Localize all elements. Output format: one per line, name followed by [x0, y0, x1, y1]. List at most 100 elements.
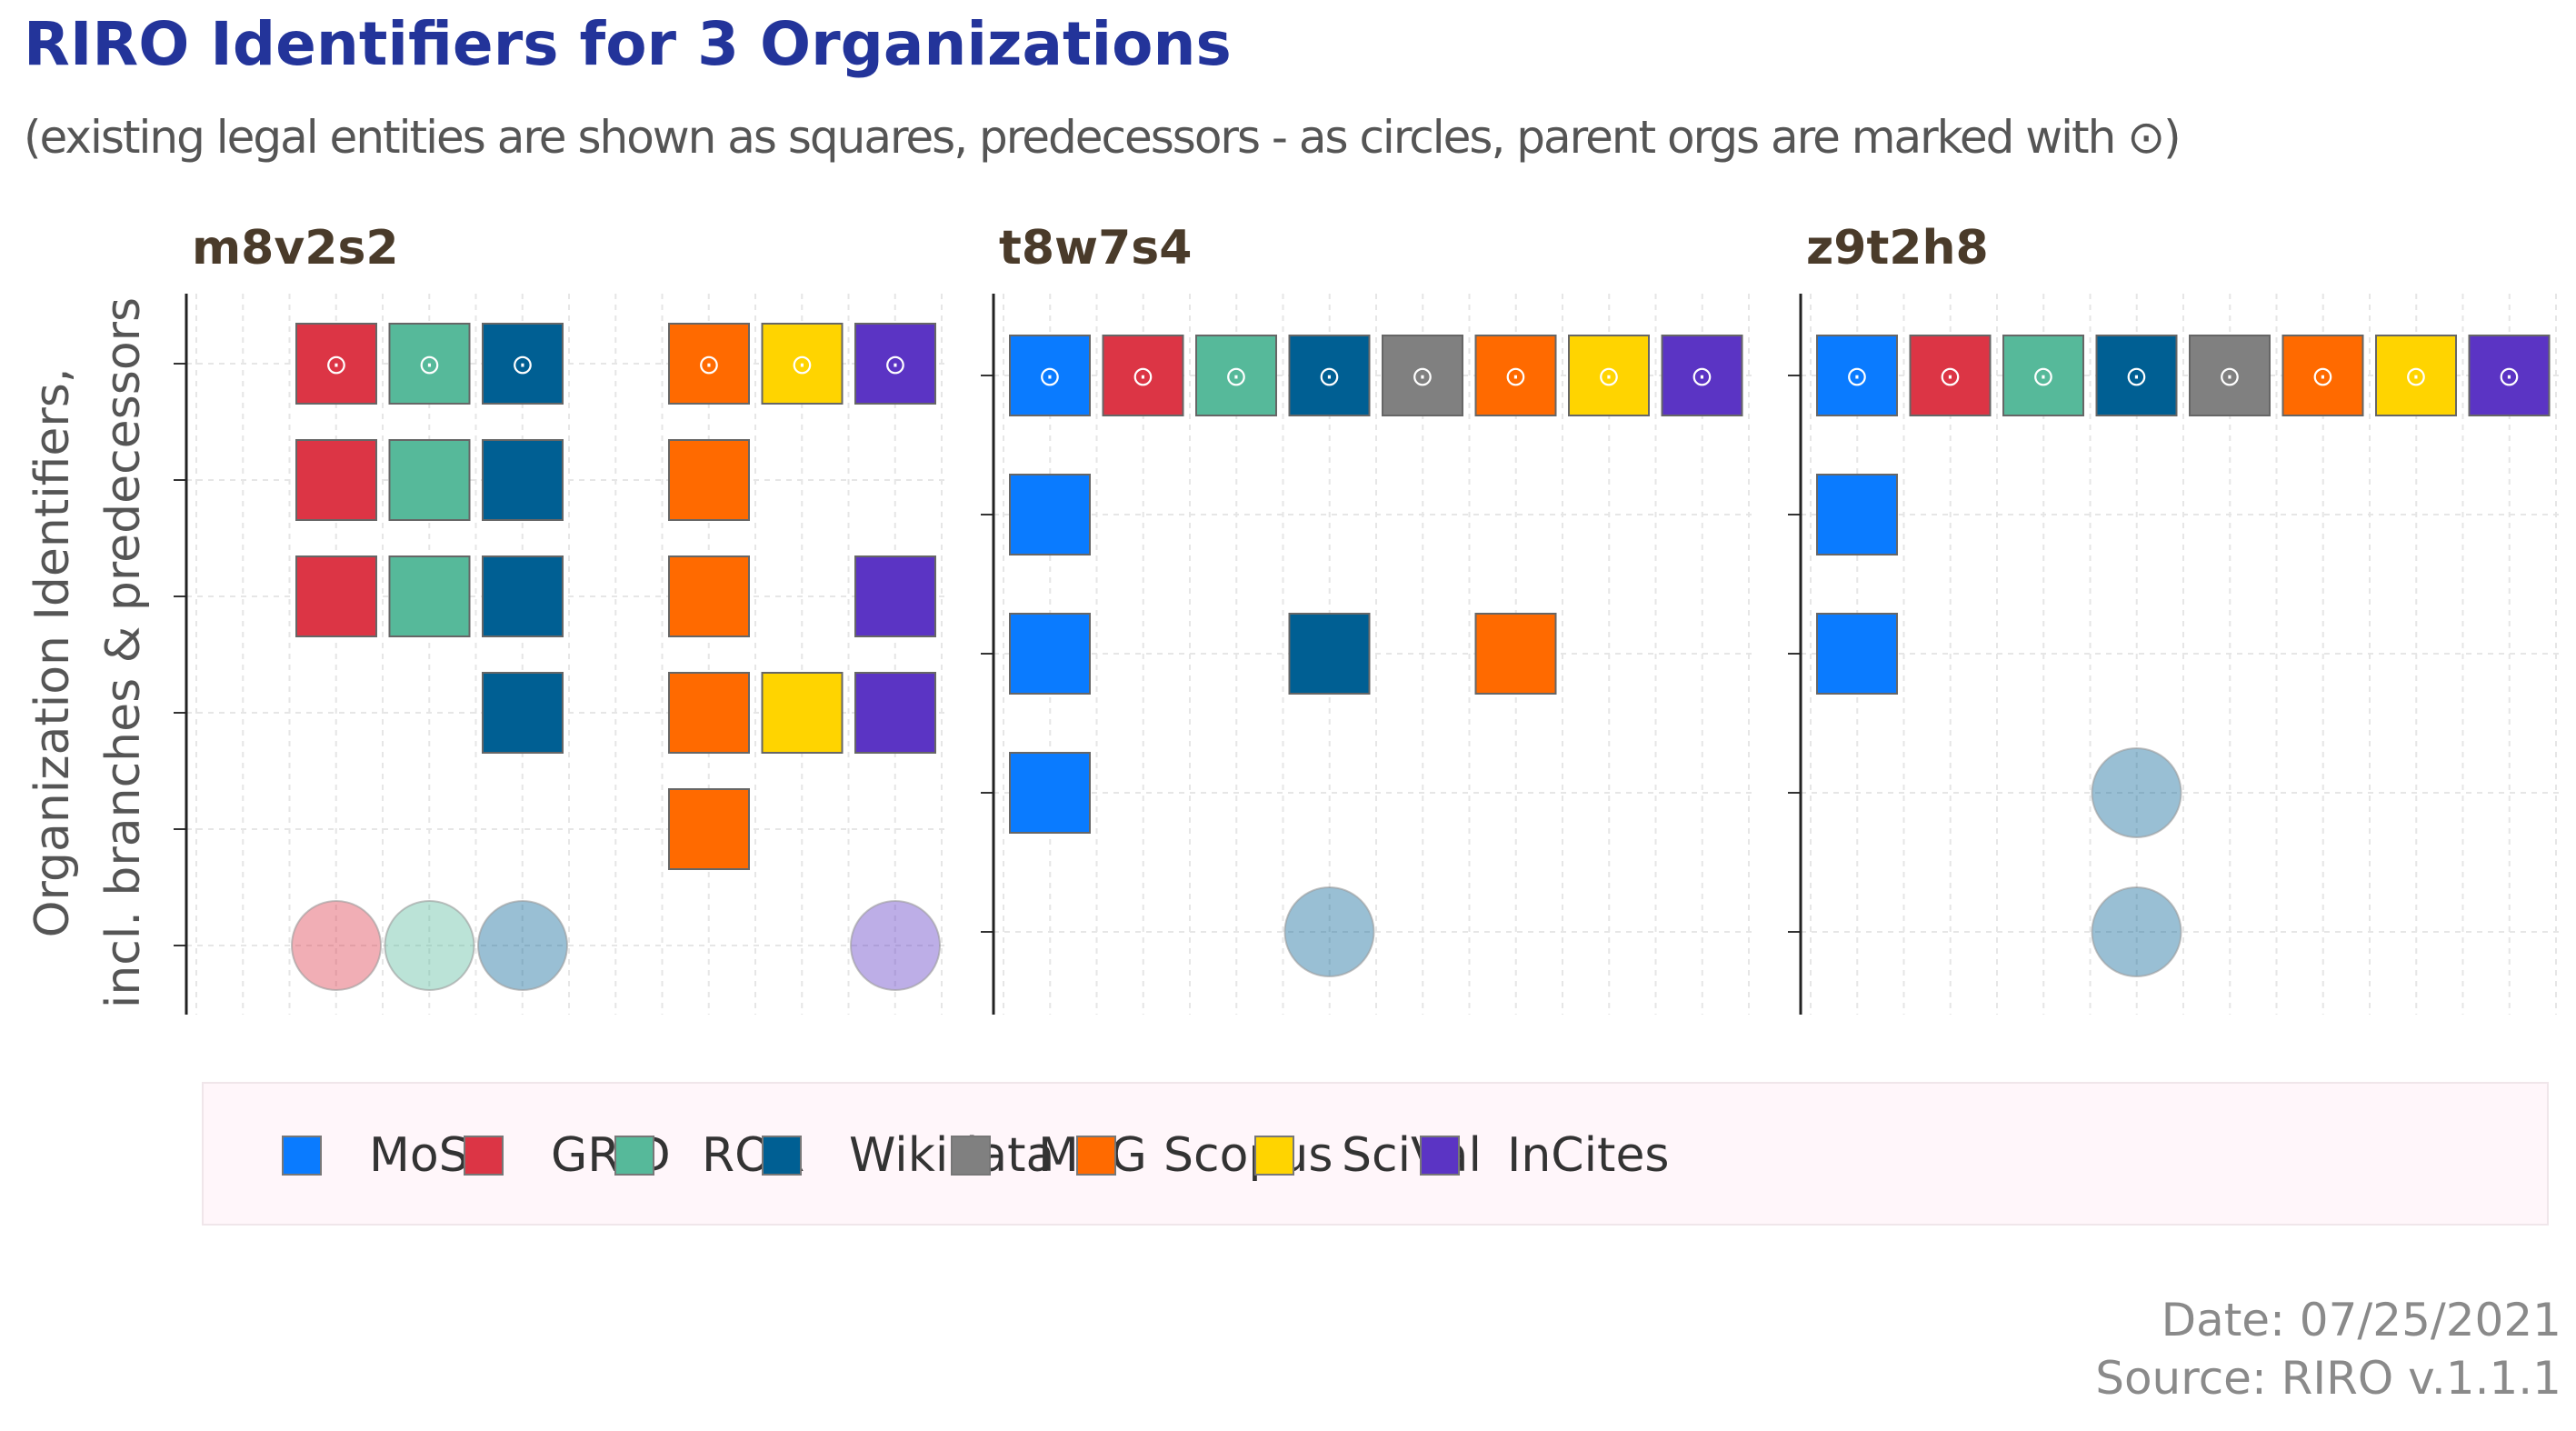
marker-circle-ror — [384, 900, 475, 991]
marker-square-scival — [2375, 335, 2457, 416]
parent-marker: ⊙ — [1224, 361, 1247, 393]
marker-square-wikidata — [482, 439, 564, 521]
legend: MoSGRIDRORWikidataMAGScopusSciValInCites — [202, 1082, 2549, 1226]
marker-square-mos — [1009, 613, 1091, 695]
parent-marker: ⊙ — [1691, 361, 1713, 393]
marker-square-incites — [854, 555, 936, 637]
marker-square-ror — [388, 439, 471, 521]
legend-swatch — [1076, 1136, 1116, 1176]
parent-marker: ⊙ — [1845, 361, 1868, 393]
marker-square-ror — [388, 555, 471, 637]
marker-square-wikidata — [482, 555, 564, 637]
panel-title: m8v2s2 — [192, 221, 399, 275]
marker-square-scopus — [1474, 335, 1557, 416]
legend-swatch — [464, 1136, 504, 1176]
parent-marker: ⊙ — [511, 349, 534, 381]
panel-z9t2h8: z9t2h8 ⊙ ⊙ ⊙ ⊙ ⊙ ⊙ ⊙ ⊙ — [1788, 221, 2564, 1015]
marker-circle-incites — [850, 900, 941, 991]
parent-marker: ⊙ — [2032, 361, 2054, 393]
panel-m8v2s2: m8v2s2 ⊙ ⊙ ⊙ ⊙ ⊙ ⊙ — [174, 221, 950, 1015]
marker-square-incites — [854, 323, 936, 405]
marker-square-scival — [761, 323, 844, 405]
marker-square-scival — [1568, 335, 1650, 416]
marker-square-mag — [1382, 335, 1463, 416]
marker-square-grid — [295, 555, 377, 637]
legend-label: Scopus — [1163, 1128, 1333, 1183]
marker-square-scopus — [668, 555, 750, 637]
marker-circle-wikidata — [2091, 886, 2182, 977]
chart-title: RIRO Identifiers for 3 Organizations — [24, 9, 1232, 79]
parent-marker: ⊙ — [2311, 361, 2334, 393]
marker-square-incites — [2468, 335, 2551, 416]
parent-marker: ⊙ — [791, 349, 814, 381]
marker-square-incites — [854, 672, 936, 754]
grid-lines — [186, 294, 950, 1015]
marker-square-incites — [1661, 335, 1743, 416]
marker-square-mos — [1816, 613, 1898, 695]
marker-square-scopus — [668, 439, 750, 521]
marker-square-wikidata — [2095, 335, 2178, 416]
parent-marker: ⊙ — [1132, 361, 1154, 393]
parent-marker: ⊙ — [1504, 361, 1527, 393]
parent-marker: ⊙ — [2218, 361, 2241, 393]
legend-swatch — [614, 1136, 654, 1176]
marker-square-scopus — [668, 788, 750, 870]
legend-item-mos: MoS — [282, 1084, 469, 1227]
parent-marker: ⊙ — [1939, 361, 1962, 393]
legend-swatch — [1420, 1136, 1460, 1176]
marker-square-grid — [1102, 335, 1184, 416]
marker-square-ror — [1195, 335, 1277, 416]
marker-square-grid — [1909, 335, 1992, 416]
marker-circle-wikidata — [1283, 886, 1375, 977]
marker-square-mag — [2189, 335, 2271, 416]
legend-swatch — [282, 1136, 322, 1176]
panel-title: t8w7s4 — [999, 221, 1192, 275]
marker-square-mos — [1009, 474, 1091, 555]
marker-square-grid — [295, 439, 377, 521]
marker-square-wikidata — [482, 323, 564, 405]
marker-square-mos — [1009, 752, 1091, 834]
marker-square-scopus — [1474, 613, 1557, 695]
parent-marker: ⊙ — [2498, 361, 2521, 393]
parent-marker: ⊙ — [884, 349, 906, 381]
marker-square-mos — [1009, 335, 1091, 416]
parent-marker: ⊙ — [324, 349, 347, 381]
panel-title: z9t2h8 — [1806, 221, 1989, 275]
legend-swatch — [762, 1136, 802, 1176]
legend-label: InCites — [1507, 1128, 1670, 1183]
parent-marker: ⊙ — [1038, 361, 1061, 393]
parent-marker: ⊙ — [1597, 361, 1620, 393]
legend-item-incites: InCites — [1420, 1084, 1670, 1227]
marker-square-wikidata — [1288, 613, 1371, 695]
parent-marker: ⊙ — [1411, 361, 1433, 393]
marker-square-scopus — [668, 323, 750, 405]
caption-date: Date: 07/25/2021 — [2161, 1294, 2561, 1346]
marker-square-mos — [1816, 474, 1898, 555]
marker-square-mos — [1816, 335, 1898, 416]
marker-square-grid — [295, 323, 377, 405]
parent-marker: ⊙ — [1318, 361, 1341, 393]
legend-swatch — [951, 1136, 991, 1176]
chart-subtitle: (existing legal entities are shown as sq… — [24, 111, 2182, 164]
marker-square-ror — [2002, 335, 2084, 416]
marker-circle-wikidata — [477, 900, 568, 991]
caption-source: Source: RIRO v.1.1.1 — [2095, 1352, 2561, 1405]
facet-plot-area: m8v2s2 ⊙ ⊙ ⊙ ⊙ ⊙ ⊙ t8w7s4 ⊙ ⊙ ⊙ ⊙ ⊙ ⊙ ⊙ ⊙ z9t2h8 ⊙ ⊙ ⊙ ⊙ ⊙ ⊙ ⊙ ⊙ — [174, 221, 2564, 1015]
marker-circle-grid — [291, 900, 382, 991]
marker-square-scopus — [668, 672, 750, 754]
marker-square-wikidata — [1288, 335, 1371, 416]
marker-square-ror — [388, 323, 471, 405]
parent-marker: ⊙ — [2125, 361, 2148, 393]
parent-marker: ⊙ — [2404, 361, 2427, 393]
parent-marker: ⊙ — [697, 349, 720, 381]
marker-square-scival — [761, 672, 844, 754]
caption: Date: 07/25/2021 Source: RIRO v.1.1.1 — [2095, 1291, 2561, 1407]
marker-square-wikidata — [482, 672, 564, 754]
legend-swatch — [1254, 1136, 1294, 1176]
panel-t8w7s4: t8w7s4 ⊙ ⊙ ⊙ ⊙ ⊙ ⊙ ⊙ ⊙ — [981, 221, 1757, 1015]
marker-circle-wikidata — [2091, 747, 2182, 838]
legend-item-scopus: Scopus — [1076, 1084, 1333, 1227]
legend-label: MoS — [369, 1128, 469, 1183]
parent-marker: ⊙ — [418, 349, 441, 381]
marker-square-scopus — [2281, 335, 2364, 416]
